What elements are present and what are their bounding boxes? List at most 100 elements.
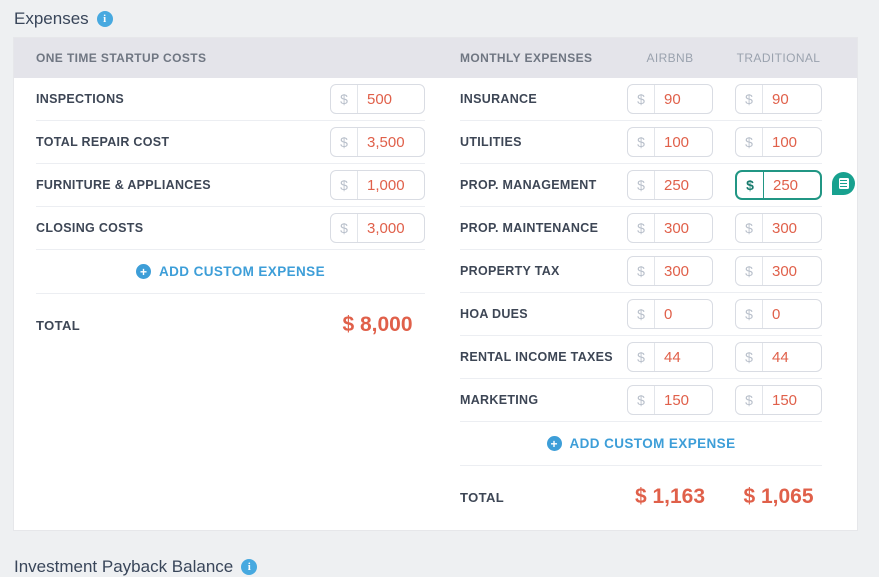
closing-costs-input[interactable]: $ <box>330 213 425 243</box>
insurance-airbnb-input[interactable]: $ <box>627 84 713 114</box>
table-row: TOTAL REPAIR COST $ <box>36 121 425 164</box>
prop-management-traditional-value-field[interactable] <box>764 172 820 198</box>
table-row: MARKETING $ $ <box>460 379 822 422</box>
monthly-total-traditional-value: $ 1,065 <box>743 485 814 508</box>
table-row: PROP. MANAGEMENT $ $ <box>460 164 855 207</box>
info-icon[interactable]: i <box>96 11 113 27</box>
furniture-appliances-input[interactable]: $ <box>330 170 425 200</box>
utilities-airbnb-input[interactable]: $ <box>627 127 713 157</box>
furniture-appliances-value-field[interactable] <box>358 171 424 199</box>
utilities-airbnb-value-field[interactable] <box>655 128 712 156</box>
table-row: RENTAL INCOME TAXES $ $ <box>460 336 822 379</box>
currency-symbol: $ <box>736 300 763 328</box>
table-row: UTILITIES $ $ <box>460 121 822 164</box>
add-custom-expense-button[interactable]: + ADD CUSTOM EXPENSE <box>460 422 822 466</box>
marketing-traditional-input[interactable]: $ <box>735 385 822 415</box>
closing-costs-value-field[interactable] <box>358 214 424 242</box>
row-label: PROPERTY TAX <box>460 264 560 278</box>
row-label: TOTAL REPAIR COST <box>36 135 170 149</box>
total-repair-cost-input[interactable]: $ <box>330 127 425 157</box>
prop-maintenance-traditional-input[interactable]: $ <box>735 213 822 243</box>
startup-total-value: $ 8,000 <box>342 313 413 336</box>
currency-symbol: $ <box>628 214 655 242</box>
currency-symbol: $ <box>736 85 763 113</box>
utilities-traditional-input[interactable]: $ <box>735 127 822 157</box>
info-icon[interactable]: i <box>241 559 258 575</box>
table-row: HOA DUES $ $ <box>460 293 822 336</box>
next-section-title: Investment Payback Balance <box>14 557 234 576</box>
table-row: CLOSING COSTS $ <box>36 207 425 250</box>
currency-symbol: $ <box>628 386 655 414</box>
currency-symbol: $ <box>628 300 655 328</box>
table-row: INSPECTIONS $ <box>36 78 425 121</box>
total-repair-cost-value-field[interactable] <box>358 128 424 156</box>
prop-maintenance-airbnb-value-field[interactable] <box>655 214 712 242</box>
marketing-traditional-value-field[interactable] <box>763 386 821 414</box>
hoa-dues-airbnb-input[interactable]: $ <box>627 299 713 329</box>
add-custom-expense-label: ADD CUSTOM EXPENSE <box>159 264 325 279</box>
currency-symbol: $ <box>628 85 655 113</box>
rental-income-taxes-airbnb-input[interactable]: $ <box>627 342 713 372</box>
monthly-expenses-header: MONTHLY EXPENSES <box>460 51 593 65</box>
currency-symbol: $ <box>628 343 655 371</box>
add-custom-expense-label: ADD CUSTOM EXPENSE <box>569 436 736 451</box>
row-label: PROP. MAINTENANCE <box>460 221 599 235</box>
rental-income-taxes-airbnb-value-field[interactable] <box>655 343 712 371</box>
total-label: TOTAL <box>460 489 505 505</box>
currency-symbol: $ <box>628 171 655 199</box>
total-label: TOTAL <box>36 317 81 333</box>
currency-symbol: $ <box>736 386 763 414</box>
prop-maintenance-traditional-value-field[interactable] <box>763 214 821 242</box>
card-header: ONE TIME STARTUP COSTS MONTHLY EXPENSES … <box>14 38 857 78</box>
hoa-dues-airbnb-value-field[interactable] <box>655 300 712 328</box>
property-tax-airbnb-value-field[interactable] <box>655 257 712 285</box>
column-header-traditional: TRADITIONAL <box>736 51 821 65</box>
currency-symbol: $ <box>737 172 764 198</box>
marketing-airbnb-value-field[interactable] <box>655 386 712 414</box>
add-custom-expense-button[interactable]: + ADD CUSTOM EXPENSE <box>36 250 425 294</box>
utilities-traditional-value-field[interactable] <box>763 128 821 156</box>
prop-maintenance-airbnb-input[interactable]: $ <box>627 213 713 243</box>
inspections-value-field[interactable] <box>358 85 424 113</box>
row-label: MARKETING <box>460 393 539 407</box>
rental-income-taxes-traditional-input[interactable]: $ <box>735 342 822 372</box>
plus-icon: + <box>546 436 562 451</box>
row-label: CLOSING COSTS <box>36 221 144 235</box>
property-tax-traditional-input[interactable]: $ <box>735 256 822 286</box>
currency-symbol: $ <box>736 214 763 242</box>
row-label: INSURANCE <box>460 92 538 106</box>
prop-management-traditional-input[interactable]: $ <box>735 170 822 200</box>
hoa-dues-traditional-input[interactable]: $ <box>735 299 822 329</box>
hoa-dues-traditional-value-field[interactable] <box>763 300 821 328</box>
property-tax-airbnb-input[interactable]: $ <box>627 256 713 286</box>
expenses-title: Expenses <box>14 9 89 28</box>
marketing-airbnb-input[interactable]: $ <box>627 385 713 415</box>
monthly-total-row: TOTAL $ 1,163 $ 1,065 <box>460 466 822 528</box>
currency-symbol: $ <box>331 171 358 199</box>
startup-costs-table: INSPECTIONS $ TOTAL REPAIR COST $ FURNIT… <box>36 78 425 356</box>
currency-symbol: $ <box>628 257 655 285</box>
column-header-airbnb: AIRBNB <box>646 51 694 65</box>
insurance-airbnb-value-field[interactable] <box>655 85 712 113</box>
startup-total-row: TOTAL $ 8,000 <box>36 294 425 356</box>
currency-symbol: $ <box>736 128 763 156</box>
table-row: PROPERTY TAX $ $ <box>460 250 822 293</box>
insurance-traditional-value-field[interactable] <box>763 85 821 113</box>
next-section-heading: Investment Payback Balance i <box>14 557 258 577</box>
currency-symbol: $ <box>736 343 763 371</box>
note-pin-icon[interactable] <box>832 172 855 195</box>
property-tax-traditional-value-field[interactable] <box>763 257 821 285</box>
inspections-input[interactable]: $ <box>330 84 425 114</box>
currency-symbol: $ <box>736 257 763 285</box>
rental-income-taxes-traditional-value-field[interactable] <box>763 343 821 371</box>
insurance-traditional-input[interactable]: $ <box>735 84 822 114</box>
currency-symbol: $ <box>331 214 358 242</box>
prop-management-airbnb-value-field[interactable] <box>655 171 712 199</box>
currency-symbol: $ <box>331 128 358 156</box>
row-label: HOA DUES <box>460 307 528 321</box>
currency-symbol: $ <box>628 128 655 156</box>
row-label: PROP. MANAGEMENT <box>460 178 597 192</box>
row-label: RENTAL INCOME TAXES <box>460 350 613 364</box>
prop-management-airbnb-input[interactable]: $ <box>627 170 713 200</box>
